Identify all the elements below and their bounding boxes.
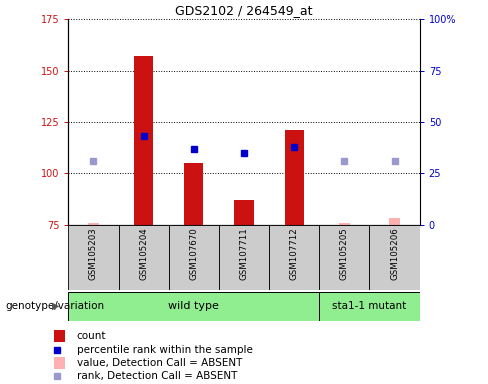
Bar [68, 225, 119, 290]
Text: value, Detection Call = ABSENT: value, Detection Call = ABSENT [77, 358, 242, 368]
Text: GSM105205: GSM105205 [340, 227, 349, 280]
Text: wild type: wild type [168, 301, 219, 311]
Text: GSM107670: GSM107670 [189, 227, 198, 280]
Text: GSM107712: GSM107712 [290, 227, 299, 280]
Bar [134, 56, 153, 225]
Bar [269, 225, 319, 290]
Bar [54, 357, 65, 369]
Bar [369, 225, 420, 290]
Bar [68, 292, 319, 321]
Bar [119, 225, 169, 290]
Text: rank, Detection Call = ABSENT: rank, Detection Call = ABSENT [77, 371, 237, 381]
Text: GSM105203: GSM105203 [89, 227, 98, 280]
Bar [169, 225, 219, 290]
Bar [319, 225, 369, 290]
Bar [54, 330, 65, 342]
Bar [184, 163, 203, 225]
Text: GSM107711: GSM107711 [240, 227, 248, 280]
Bar [285, 130, 304, 225]
Text: genotype/variation: genotype/variation [5, 301, 104, 311]
Bar [339, 223, 350, 225]
Bar [319, 292, 420, 321]
Text: ▶: ▶ [52, 301, 60, 311]
Text: sta1-1 mutant: sta1-1 mutant [332, 301, 407, 311]
Bar [389, 218, 400, 225]
Bar [88, 223, 99, 225]
Bar [219, 225, 269, 290]
Text: GSM105204: GSM105204 [139, 227, 148, 280]
Text: count: count [77, 331, 106, 341]
Text: percentile rank within the sample: percentile rank within the sample [77, 344, 253, 354]
Text: GSM105206: GSM105206 [390, 227, 399, 280]
Bar [234, 200, 254, 225]
Title: GDS2102 / 264549_at: GDS2102 / 264549_at [175, 3, 313, 17]
